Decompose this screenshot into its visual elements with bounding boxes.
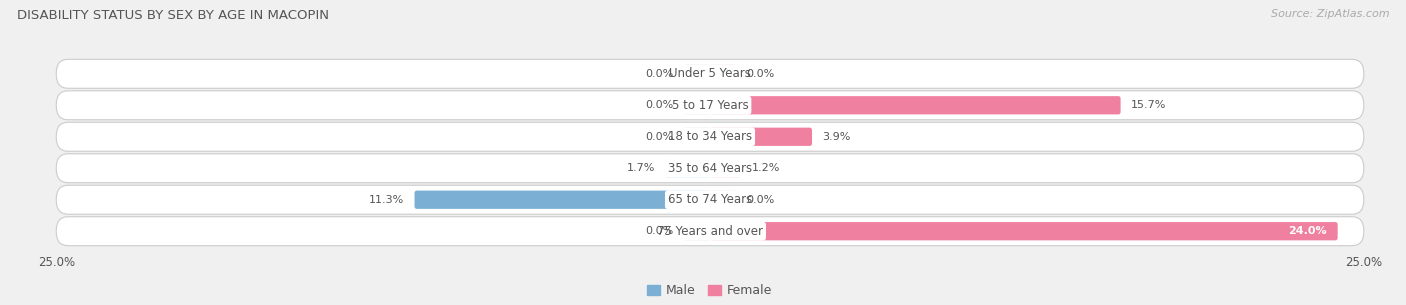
FancyBboxPatch shape xyxy=(56,91,1364,120)
FancyBboxPatch shape xyxy=(415,191,710,209)
FancyBboxPatch shape xyxy=(683,222,710,240)
Text: 1.7%: 1.7% xyxy=(627,163,655,173)
FancyBboxPatch shape xyxy=(683,65,710,83)
Text: 0.0%: 0.0% xyxy=(645,100,673,110)
FancyBboxPatch shape xyxy=(56,59,1364,88)
Text: Source: ZipAtlas.com: Source: ZipAtlas.com xyxy=(1271,9,1389,19)
FancyBboxPatch shape xyxy=(56,185,1364,214)
FancyBboxPatch shape xyxy=(710,65,737,83)
Text: 1.2%: 1.2% xyxy=(752,163,780,173)
Text: 65 to 74 Years: 65 to 74 Years xyxy=(668,193,752,206)
Legend: Male, Female: Male, Female xyxy=(643,279,778,303)
FancyBboxPatch shape xyxy=(683,96,710,114)
Text: 24.0%: 24.0% xyxy=(1288,226,1327,236)
FancyBboxPatch shape xyxy=(56,154,1364,183)
Text: 5 to 17 Years: 5 to 17 Years xyxy=(672,99,748,112)
Text: 11.3%: 11.3% xyxy=(368,195,404,205)
Text: 75 Years and over: 75 Years and over xyxy=(657,225,763,238)
Text: 18 to 34 Years: 18 to 34 Years xyxy=(668,130,752,143)
FancyBboxPatch shape xyxy=(710,222,1337,240)
FancyBboxPatch shape xyxy=(710,127,813,146)
Text: 0.0%: 0.0% xyxy=(747,69,775,79)
Text: Under 5 Years: Under 5 Years xyxy=(669,67,751,80)
FancyBboxPatch shape xyxy=(56,122,1364,151)
Text: 0.0%: 0.0% xyxy=(747,195,775,205)
FancyBboxPatch shape xyxy=(56,217,1364,246)
FancyBboxPatch shape xyxy=(683,127,710,146)
Text: DISABILITY STATUS BY SEX BY AGE IN MACOPIN: DISABILITY STATUS BY SEX BY AGE IN MACOP… xyxy=(17,9,329,22)
FancyBboxPatch shape xyxy=(710,191,737,209)
FancyBboxPatch shape xyxy=(710,96,1121,114)
Text: 0.0%: 0.0% xyxy=(645,69,673,79)
Text: 15.7%: 15.7% xyxy=(1130,100,1167,110)
FancyBboxPatch shape xyxy=(665,159,710,178)
Text: 3.9%: 3.9% xyxy=(823,132,851,142)
Text: 35 to 64 Years: 35 to 64 Years xyxy=(668,162,752,175)
FancyBboxPatch shape xyxy=(710,159,741,178)
Text: 0.0%: 0.0% xyxy=(645,226,673,236)
Text: 0.0%: 0.0% xyxy=(645,132,673,142)
